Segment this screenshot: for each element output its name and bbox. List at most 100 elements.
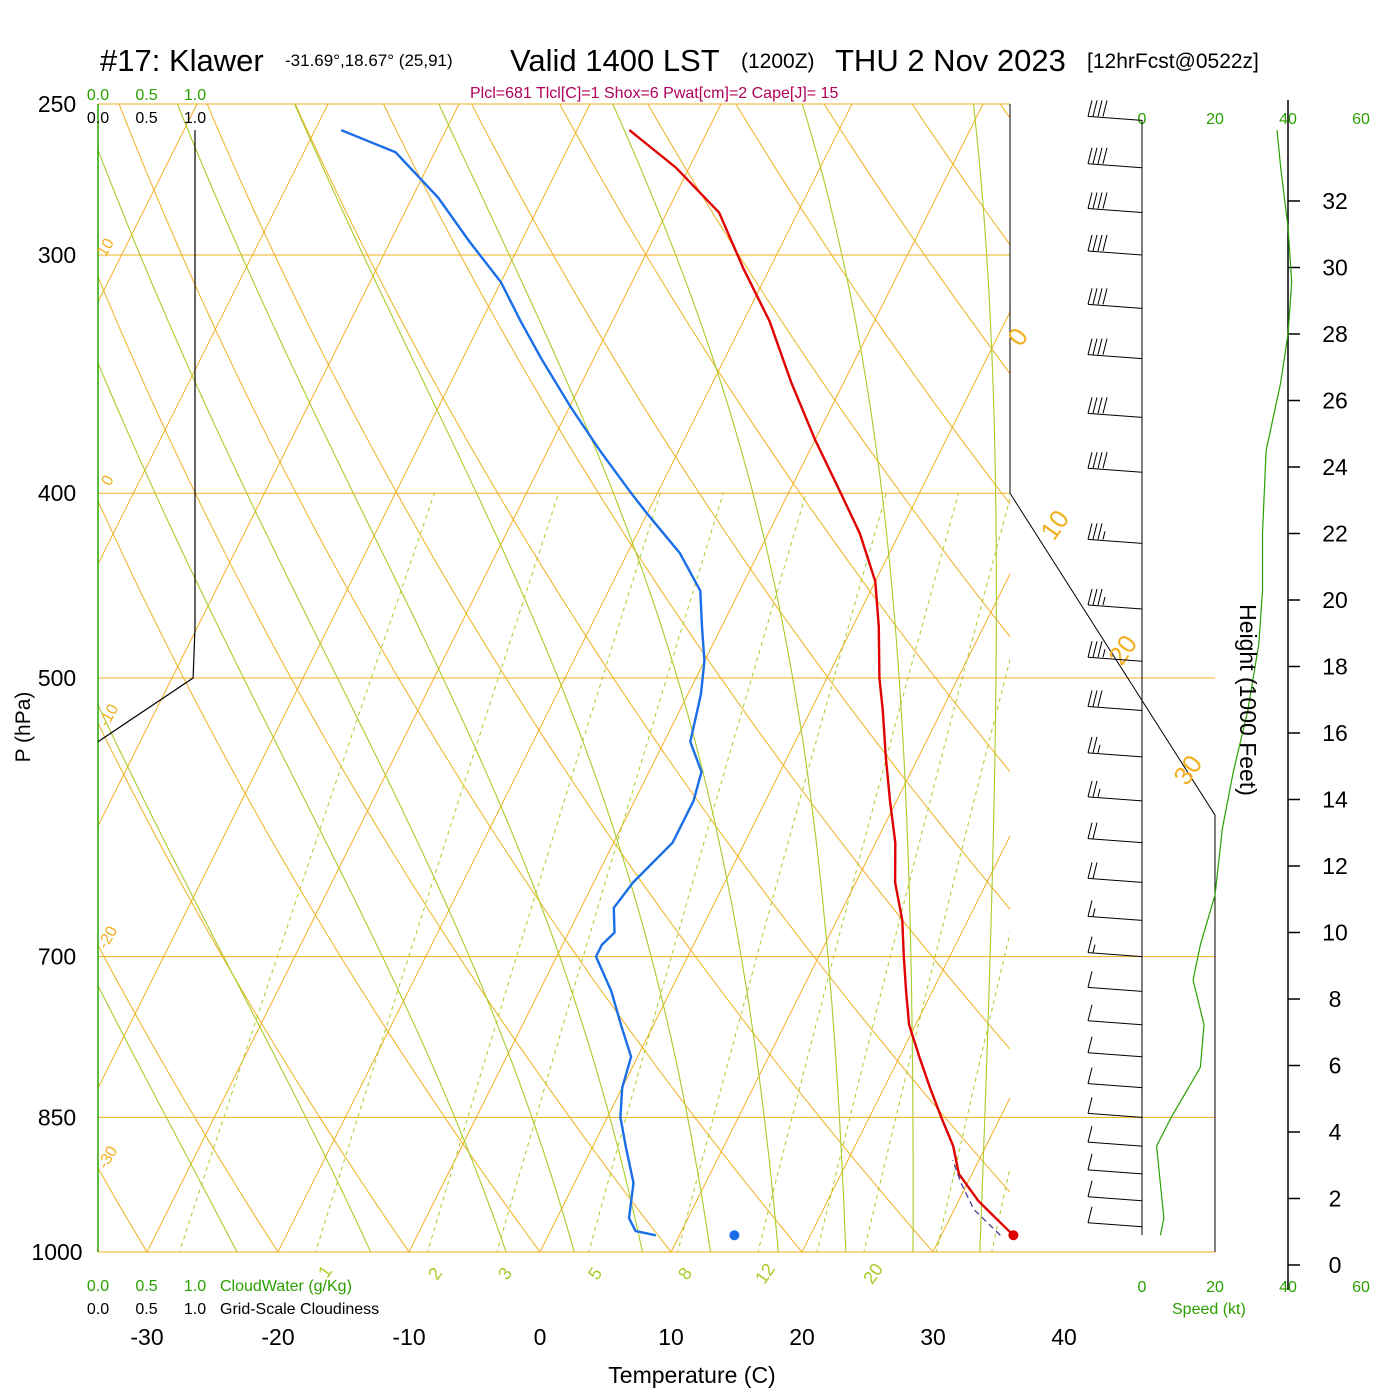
temperature-tick-label: 40 [1051,1324,1077,1350]
isotherm-line [801,834,1010,1252]
wind-barb [1087,1004,1143,1026]
pressure-tick-label: 500 [38,665,76,691]
wind-barb [1087,1206,1143,1228]
wind-barb [1087,1067,1143,1089]
wind-barb [1087,1036,1143,1058]
wind-barb [1087,1097,1143,1118]
cloudwater-tick-top: 1.0 [184,87,206,104]
temperature-tick-label: 30 [920,1324,946,1350]
dry-adiabat-line [294,104,1010,1193]
height-tick-label: 4 [1329,1119,1342,1145]
wind-barb [1087,452,1143,473]
cloudiness-tick-top: 1.0 [184,110,206,127]
dry-adiabat-line [98,275,672,1252]
cloudwater-tick-bottom: 0.0 [87,1278,109,1295]
isotherm-line [98,104,329,566]
wind-barb [1087,780,1143,802]
height-tick-label: 8 [1329,986,1342,1012]
moist-adiabat-line [98,361,507,1252]
cloudwater-tick-bottom: 1.0 [184,1278,206,1295]
mixing-ratio-label: 2 [424,1264,446,1284]
dry-adiabat-line [647,104,1010,638]
wind-barb [1087,900,1143,921]
isotherm-label: 0 [1001,322,1034,351]
isotherm-label: 20 [1102,629,1143,670]
temperature-tick-label: 10 [658,1324,684,1350]
pressure-tick-label: 300 [38,242,76,268]
height-tick-label: 6 [1329,1053,1342,1079]
moist-adiabat-line [801,104,914,1252]
mixing-ratio-label: 3 [494,1264,516,1284]
cloudiness-tick-bottom: 0.5 [135,1301,157,1318]
right-frame [1009,104,1216,1252]
moist-adiabat-line [98,703,372,1252]
dry-adiabat-line [382,104,1010,1050]
height-tick-label: 28 [1322,321,1348,347]
temperature-tick-label: 20 [789,1324,815,1350]
moist-adiabat-line [612,104,847,1252]
forecast-run: [12hrFcst@0522z] [1087,50,1259,73]
dry-adiabat-line [1151,70,1400,1292]
wind-barb [1087,523,1143,544]
dry-adiabat-line [98,499,541,1252]
dry-adiabat-line [98,944,279,1252]
moist-adiabat-line [98,984,238,1252]
mixing-ratio-line [496,493,724,1252]
wind-barb [1087,1153,1143,1175]
speed-tick-bottom: 60 [1352,1279,1370,1296]
side-panels: 0246810121416182022242628303200202040406… [97,100,1370,1296]
wind-barb [1087,822,1143,844]
wind-barb [1087,971,1143,992]
wind-barb [1087,100,1143,121]
cloudiness-tick-bottom: 1.0 [184,1301,206,1318]
isotherm-label: 0 [99,473,118,489]
wind-barb [1087,147,1143,169]
cloudiness-tick-top: 0.5 [135,110,157,127]
speed-axis-title: Speed (kt) [1172,1301,1246,1318]
pressure-tick-label: 700 [38,944,76,970]
mixing-ratio-label: 5 [584,1264,606,1284]
isotherm-line [98,104,460,828]
isotherm-label: -30 [95,1143,121,1172]
isotherm-label: 10 [94,236,118,260]
isotherm-line [98,104,198,304]
cloudiness-tick-top: 0.0 [87,110,109,127]
moist-adiabat-line [438,104,779,1252]
moist-adiabat-line [176,104,644,1252]
moist-adiabat-line [98,148,575,1252]
utc-time: (1200Z) [741,50,815,73]
height-tick-label: 16 [1322,720,1348,746]
wind-speed-profile [1155,130,1293,1236]
cloudwater-tick-bottom: 0.5 [135,1278,157,1295]
cloudiness-label: Grid-Scale Cloudiness [220,1301,379,1318]
cloudwater-tick-top: 0.0 [87,87,109,104]
station-title: #17: Klawer [100,43,264,78]
temperature-tick-label: 0 [534,1324,547,1350]
mixing-ratio-line [677,493,887,1252]
mixing-ratio-line [935,931,1010,1252]
height-tick-label: 14 [1322,787,1348,813]
mixing-ratio-line [178,493,435,1252]
cloudwater-tick-top: 0.5 [135,87,157,104]
height-tick-label: 12 [1322,853,1348,879]
dry-adiabat-line [735,104,1010,505]
wind-barb [1087,1180,1143,1202]
mixing-ratio-line [588,493,807,1252]
speed-tick-bottom: 0 [1138,1279,1147,1296]
moist-adiabat-line [294,104,712,1252]
speed-tick-bottom: 40 [1279,1279,1297,1296]
station-coords: -31.69°,18.67° (25,91) [285,51,453,70]
x-axis-title: Temperature (C) [608,1362,775,1388]
sounding-params: Plcl=681 Tlcl[C]=1 Shox=6 Pwat[cm]=2 Cap… [470,85,838,102]
height-tick-label: 0 [1329,1252,1342,1278]
wind-barb [1087,936,1143,958]
speed-tick-top: 20 [1206,111,1224,128]
dewpoint-profile [340,128,706,1237]
dry-adiabat-line [1238,70,1400,1292]
wind-barb [1087,862,1143,883]
dry-adiabat-line [471,104,1010,910]
pressure-tick-label: 400 [38,480,76,506]
height-tick-label: 18 [1322,654,1348,680]
